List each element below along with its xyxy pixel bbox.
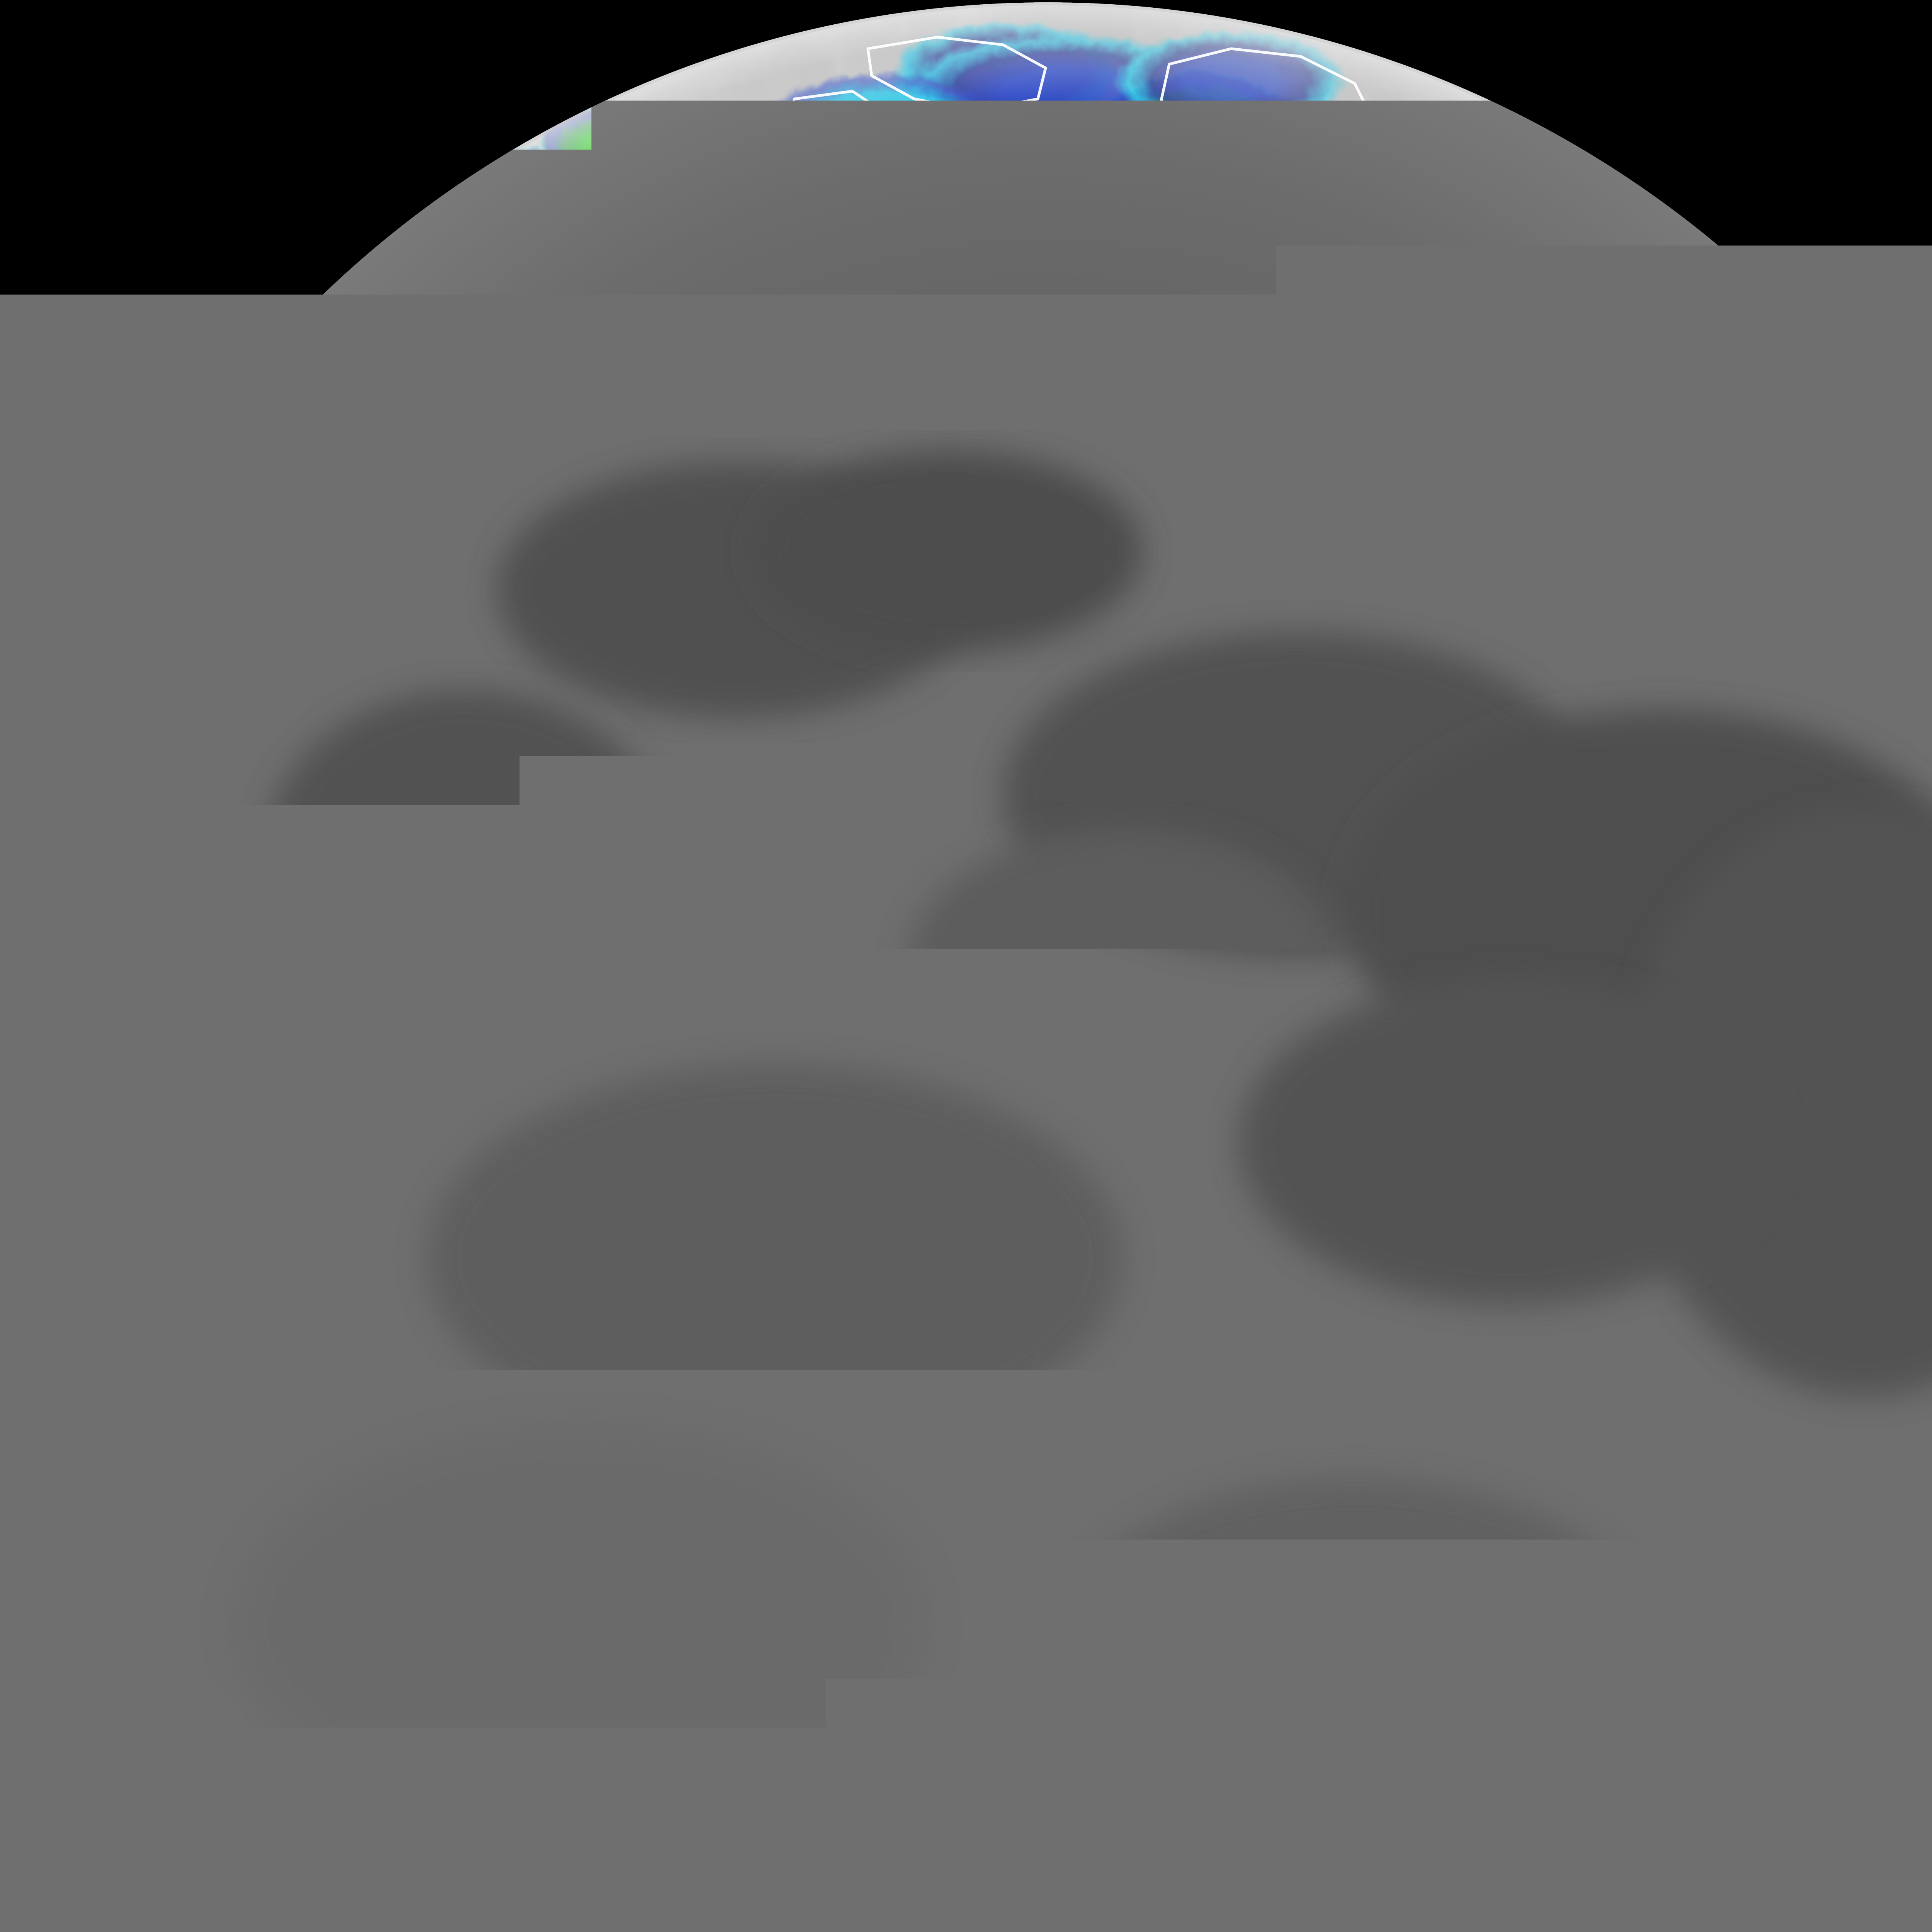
disk-limb-edge (2, 2, 1932, 1932)
earth-full-disk (2, 2, 1932, 1932)
satellite-image-canvas: GOES-East Full Disk Infrared 0.0N, 75.0W… (0, 0, 1932, 1932)
